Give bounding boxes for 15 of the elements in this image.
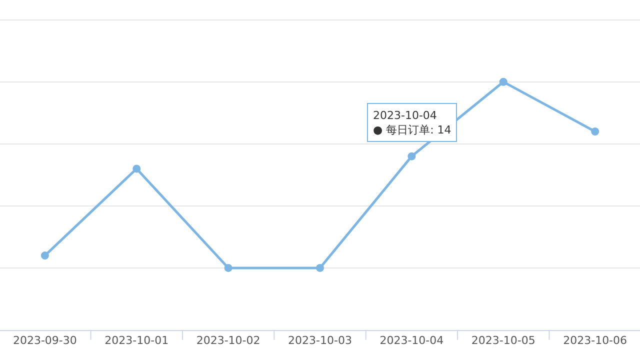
- point: [40, 252, 49, 260]
- x-tick-label: 2023-10-01: [104, 334, 169, 348]
- annotation: 2023-10-04 ● 每日订单: 14: [373, 109, 452, 136]
- x-tick-label: 2023-10-06: [563, 334, 628, 348]
- point: [132, 164, 141, 173]
- x-tick-label: 2023-10-02: [196, 334, 260, 348]
- x-tick-label: 2023-09-30: [12, 334, 77, 348]
- x-tick-label: 2023-10-05: [471, 334, 536, 348]
- point: [224, 264, 232, 272]
- point: [316, 264, 324, 272]
- point: [499, 78, 508, 86]
- x-tick-label: 2023-10-03: [288, 334, 352, 348]
- point: [408, 152, 416, 160]
- point: [591, 128, 600, 136]
- x-tick-label: 2023-10-04: [380, 334, 444, 348]
